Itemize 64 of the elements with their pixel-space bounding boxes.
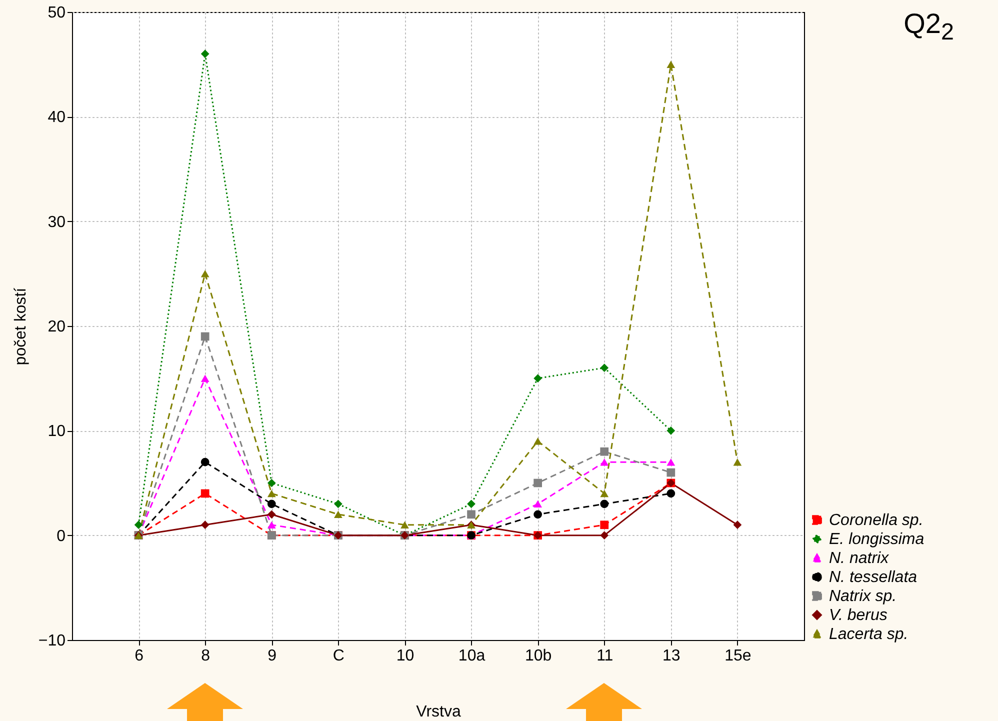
x-tick-label: 13 [662,648,680,664]
point [200,458,210,466]
text: Q2$_{2}$ [904,8,954,46]
point [600,447,609,456]
point [134,520,143,530]
legend-label: N. natrix [829,550,890,567]
x-tick-label: 10 [396,648,414,664]
y-tick-label: 0 [56,528,66,545]
x-tick-label: 8 [201,648,210,664]
point [733,520,742,530]
point [666,458,676,466]
point [534,374,542,383]
x-axis-title: Vrstva [416,704,461,720]
point [200,374,210,382]
legend-label: Coronella sp. [829,512,924,529]
legend-label: Natrix sp. [829,588,897,605]
point [267,490,276,498]
point [534,500,542,508]
y-tick-label: −10 [38,632,66,650]
x-tick-label: C [332,648,344,664]
point [334,510,342,518]
y-tick-label: 20 [48,318,66,336]
x-tick-label: 10a [458,648,486,664]
point [600,490,609,498]
y-tick-label: 30 [48,214,66,231]
point [267,510,276,519]
point [600,364,609,372]
point [200,520,210,530]
point [534,478,542,488]
point [334,500,342,508]
y-tick-label: 40 [48,109,66,126]
legend-label: E. longissima [829,531,924,548]
point [200,50,210,58]
point [400,521,409,528]
point [267,521,276,528]
x-tick-label: 6 [134,648,144,664]
legend-label: N. tessellata [829,569,918,586]
point [534,510,542,519]
x-tick-label: 11 [596,648,614,664]
point [200,489,210,498]
point [267,478,276,488]
legend-label: Lacerta sp. [829,626,908,643]
legend-label: V. berus [829,607,888,624]
y-axis-title: počet kostí [12,287,30,366]
x-tick-label: 15e [724,648,752,664]
point [666,489,676,498]
point [666,60,676,68]
point [200,332,210,341]
x-tick-label: 10b [524,648,552,664]
y-tick-label: 50 [48,4,66,22]
point [467,510,476,519]
x-tick-label: 9 [268,648,277,664]
point [467,500,476,508]
point [600,500,609,508]
y-tick-label: 10 [48,423,66,440]
point [666,426,676,435]
point [600,458,609,466]
point [534,438,542,445]
point [200,270,210,278]
point [666,468,676,477]
point [267,500,276,508]
point [600,520,609,530]
point [733,458,742,466]
point [600,531,609,540]
